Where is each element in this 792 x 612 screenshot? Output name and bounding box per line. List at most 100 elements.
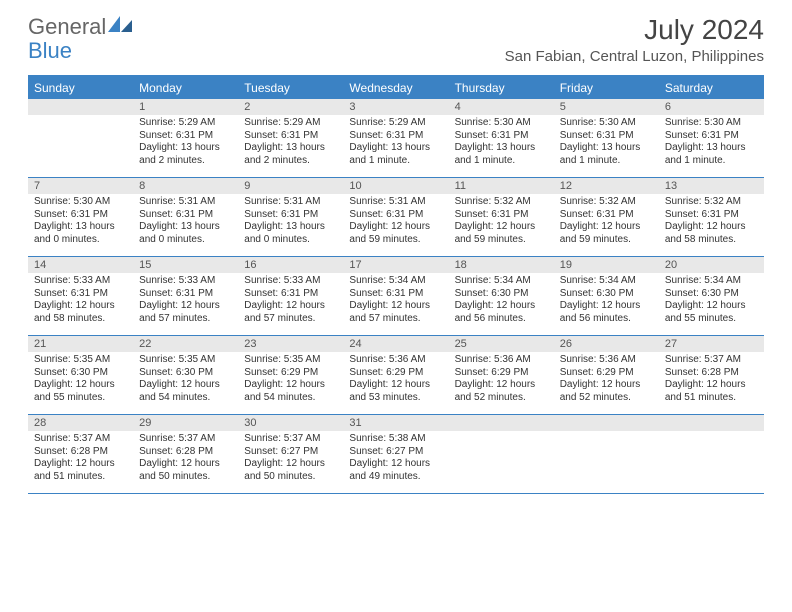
calendar-cell: 21Sunrise: 5:35 AMSunset: 6:30 PMDayligh… <box>28 336 133 414</box>
sunrise-text: Sunrise: 5:35 AM <box>34 354 127 367</box>
sunset-text: Sunset: 6:30 PM <box>139 367 232 380</box>
sunset-text: Sunset: 6:28 PM <box>139 446 232 459</box>
daylight-text: Daylight: 13 hours and 1 minute. <box>665 142 758 167</box>
day-header-wednesday: Wednesday <box>343 77 448 99</box>
day-number: 13 <box>659 178 764 194</box>
daylight-text: Daylight: 12 hours and 59 minutes. <box>349 221 442 246</box>
calendar-cell: 18Sunrise: 5:34 AMSunset: 6:30 PMDayligh… <box>449 257 554 335</box>
day-data: Sunrise: 5:32 AMSunset: 6:31 PMDaylight:… <box>554 194 659 250</box>
sunrise-text: Sunrise: 5:30 AM <box>455 117 548 130</box>
day-number <box>449 415 554 431</box>
day-number: 4 <box>449 99 554 115</box>
day-number <box>28 99 133 115</box>
location-subtitle: San Fabian, Central Luzon, Philippines <box>505 48 764 65</box>
day-data: Sunrise: 5:30 AMSunset: 6:31 PMDaylight:… <box>659 115 764 171</box>
day-data: Sunrise: 5:34 AMSunset: 6:30 PMDaylight:… <box>449 273 554 329</box>
sunrise-text: Sunrise: 5:29 AM <box>349 117 442 130</box>
daylight-text: Daylight: 12 hours and 51 minutes. <box>34 458 127 483</box>
calendar-cell: 15Sunrise: 5:33 AMSunset: 6:31 PMDayligh… <box>133 257 238 335</box>
day-data: Sunrise: 5:32 AMSunset: 6:31 PMDaylight:… <box>449 194 554 250</box>
sunrise-text: Sunrise: 5:36 AM <box>560 354 653 367</box>
calendar-cell <box>449 415 554 493</box>
calendar-cell: 25Sunrise: 5:36 AMSunset: 6:29 PMDayligh… <box>449 336 554 414</box>
sunrise-text: Sunrise: 5:29 AM <box>244 117 337 130</box>
daylight-text: Daylight: 13 hours and 2 minutes. <box>244 142 337 167</box>
day-number: 17 <box>343 257 448 273</box>
sunset-text: Sunset: 6:30 PM <box>665 288 758 301</box>
daylight-text: Daylight: 13 hours and 1 minute. <box>349 142 442 167</box>
sunset-text: Sunset: 6:30 PM <box>34 367 127 380</box>
sunrise-text: Sunrise: 5:37 AM <box>139 433 232 446</box>
daylight-text: Daylight: 12 hours and 52 minutes. <box>560 379 653 404</box>
daylight-text: Daylight: 13 hours and 0 minutes. <box>34 221 127 246</box>
logo-sail-icon <box>108 16 132 32</box>
calendar-cell: 7Sunrise: 5:30 AMSunset: 6:31 PMDaylight… <box>28 178 133 256</box>
sunset-text: Sunset: 6:31 PM <box>34 209 127 222</box>
calendar-cell: 28Sunrise: 5:37 AMSunset: 6:28 PMDayligh… <box>28 415 133 493</box>
day-data: Sunrise: 5:34 AMSunset: 6:31 PMDaylight:… <box>343 273 448 329</box>
day-number: 1 <box>133 99 238 115</box>
day-number: 5 <box>554 99 659 115</box>
calendar-cell: 31Sunrise: 5:38 AMSunset: 6:27 PMDayligh… <box>343 415 448 493</box>
day-number: 20 <box>659 257 764 273</box>
header: General July 2024 San Fabian, Central Lu… <box>0 0 792 69</box>
week-row: 21Sunrise: 5:35 AMSunset: 6:30 PMDayligh… <box>28 336 764 415</box>
daylight-text: Daylight: 13 hours and 1 minute. <box>560 142 653 167</box>
calendar-cell: 8Sunrise: 5:31 AMSunset: 6:31 PMDaylight… <box>133 178 238 256</box>
sunset-text: Sunset: 6:31 PM <box>244 288 337 301</box>
day-data: Sunrise: 5:37 AMSunset: 6:28 PMDaylight:… <box>659 352 764 408</box>
day-number: 7 <box>28 178 133 194</box>
day-number <box>554 415 659 431</box>
day-data: Sunrise: 5:32 AMSunset: 6:31 PMDaylight:… <box>659 194 764 250</box>
sunrise-text: Sunrise: 5:34 AM <box>455 275 548 288</box>
calendar-cell: 1Sunrise: 5:29 AMSunset: 6:31 PMDaylight… <box>133 99 238 177</box>
sunrise-text: Sunrise: 5:34 AM <box>665 275 758 288</box>
daylight-text: Daylight: 13 hours and 0 minutes. <box>139 221 232 246</box>
day-number: 27 <box>659 336 764 352</box>
day-header-monday: Monday <box>133 77 238 99</box>
sunrise-text: Sunrise: 5:31 AM <box>139 196 232 209</box>
sunset-text: Sunset: 6:30 PM <box>560 288 653 301</box>
sunset-text: Sunset: 6:31 PM <box>139 288 232 301</box>
day-number: 21 <box>28 336 133 352</box>
day-data: Sunrise: 5:35 AMSunset: 6:30 PMDaylight:… <box>28 352 133 408</box>
sunset-text: Sunset: 6:31 PM <box>349 209 442 222</box>
sunset-text: Sunset: 6:31 PM <box>349 288 442 301</box>
day-number: 24 <box>343 336 448 352</box>
day-number: 8 <box>133 178 238 194</box>
calendar-cell: 19Sunrise: 5:34 AMSunset: 6:30 PMDayligh… <box>554 257 659 335</box>
day-data: Sunrise: 5:38 AMSunset: 6:27 PMDaylight:… <box>343 431 448 487</box>
day-number: 23 <box>238 336 343 352</box>
sunrise-text: Sunrise: 5:35 AM <box>244 354 337 367</box>
sunset-text: Sunset: 6:31 PM <box>34 288 127 301</box>
calendar-cell: 12Sunrise: 5:32 AMSunset: 6:31 PMDayligh… <box>554 178 659 256</box>
daylight-text: Daylight: 12 hours and 57 minutes. <box>349 300 442 325</box>
day-number: 6 <box>659 99 764 115</box>
daylight-text: Daylight: 12 hours and 49 minutes. <box>349 458 442 483</box>
day-number: 2 <box>238 99 343 115</box>
day-number: 22 <box>133 336 238 352</box>
day-data: Sunrise: 5:36 AMSunset: 6:29 PMDaylight:… <box>554 352 659 408</box>
day-data: Sunrise: 5:33 AMSunset: 6:31 PMDaylight:… <box>238 273 343 329</box>
calendar-cell: 27Sunrise: 5:37 AMSunset: 6:28 PMDayligh… <box>659 336 764 414</box>
day-header-thursday: Thursday <box>449 77 554 99</box>
sunset-text: Sunset: 6:31 PM <box>455 130 548 143</box>
day-data: Sunrise: 5:31 AMSunset: 6:31 PMDaylight:… <box>133 194 238 250</box>
week-row: 7Sunrise: 5:30 AMSunset: 6:31 PMDaylight… <box>28 178 764 257</box>
calendar-cell: 2Sunrise: 5:29 AMSunset: 6:31 PMDaylight… <box>238 99 343 177</box>
daylight-text: Daylight: 12 hours and 56 minutes. <box>560 300 653 325</box>
calendar-cell: 16Sunrise: 5:33 AMSunset: 6:31 PMDayligh… <box>238 257 343 335</box>
day-number: 14 <box>28 257 133 273</box>
sunset-text: Sunset: 6:29 PM <box>560 367 653 380</box>
sunrise-text: Sunrise: 5:34 AM <box>349 275 442 288</box>
sunrise-text: Sunrise: 5:37 AM <box>34 433 127 446</box>
daylight-text: Daylight: 12 hours and 57 minutes. <box>139 300 232 325</box>
daylight-text: Daylight: 12 hours and 50 minutes. <box>139 458 232 483</box>
calendar-cell: 5 Sunrise: 5:30 AMSunset: 6:31 PMDaylight… <box>554 99 659 177</box>
day-number: 12 <box>554 178 659 194</box>
sunrise-text: Sunrise: 5:30 AM <box>560 117 653 130</box>
daylight-text: Daylight: 12 hours and 55 minutes. <box>665 300 758 325</box>
daylight-text: Daylight: 12 hours and 53 minutes. <box>349 379 442 404</box>
sunrise-text: Sunrise: 5:31 AM <box>349 196 442 209</box>
sunset-text: Sunset: 6:31 PM <box>560 130 653 143</box>
